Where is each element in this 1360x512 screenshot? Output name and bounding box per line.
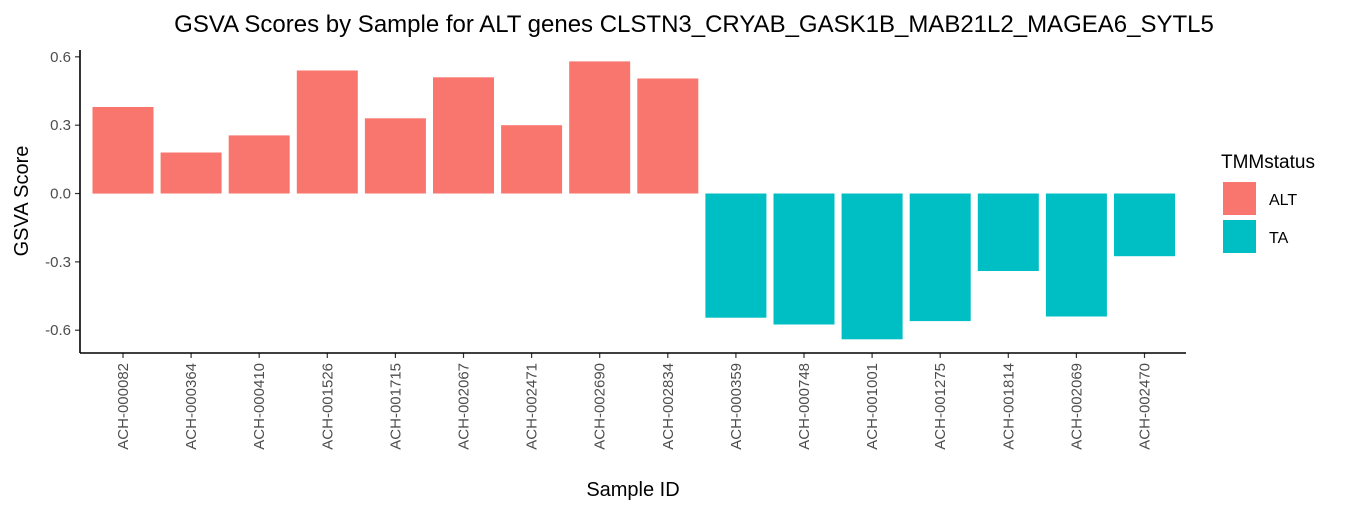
x-tick-label: ACH-001275 bbox=[932, 363, 949, 450]
y-axis-title: GSVA Score bbox=[11, 146, 33, 257]
bar-ACH-000364 bbox=[160, 152, 222, 194]
bar-ACH-000748 bbox=[773, 193, 835, 325]
bar-ACH-000410 bbox=[228, 135, 290, 194]
legend: TMMstatus ALT TA bbox=[1221, 152, 1315, 253]
bar-ACH-001814 bbox=[977, 193, 1039, 271]
bar-ACH-001715 bbox=[364, 118, 426, 194]
x-tick-label: ACH-002470 bbox=[1137, 363, 1154, 450]
x-tick-label: ACH-001526 bbox=[319, 363, 336, 450]
x-tick-label: ACH-002069 bbox=[1068, 363, 1085, 450]
y-tick-label: 0.6 bbox=[50, 49, 71, 66]
x-tick-label: ACH-002834 bbox=[660, 363, 677, 450]
legend-title: TMMstatus bbox=[1221, 152, 1315, 173]
bar-ACH-002471 bbox=[501, 125, 563, 194]
y-tick-label: 0.3 bbox=[50, 117, 71, 134]
legend-label-alt: ALT bbox=[1269, 192, 1297, 209]
bar-ACH-001526 bbox=[296, 70, 358, 194]
bar-ACH-001001 bbox=[841, 193, 903, 340]
bars-group bbox=[92, 61, 1175, 340]
bar-ACH-000082 bbox=[92, 107, 154, 194]
x-axis-ticks: ACH-000082 ACH-000364 ACH-000410 ACH-001526… bbox=[115, 353, 1154, 450]
x-tick-label: ACH-001814 bbox=[1000, 363, 1017, 450]
legend-swatch-alt bbox=[1223, 182, 1256, 215]
bar-ACH-002067 bbox=[433, 77, 494, 194]
x-tick-label: ACH-002067 bbox=[456, 363, 473, 450]
x-tick-label: ACH-002690 bbox=[592, 363, 609, 450]
x-tick-label: ACH-000082 bbox=[115, 363, 132, 450]
x-tick-label: ACH-000364 bbox=[183, 363, 200, 450]
bar-ACH-002069 bbox=[1045, 193, 1107, 317]
y-tick-label: 0.0 bbox=[50, 186, 71, 203]
x-tick-label: ACH-001001 bbox=[864, 363, 881, 450]
x-tick-label: ACH-000359 bbox=[728, 363, 745, 450]
y-tick-label: -0.6 bbox=[45, 322, 71, 339]
x-tick-label: ACH-002471 bbox=[524, 363, 541, 450]
bar-ACH-000359 bbox=[705, 193, 767, 318]
x-axis-title: Sample ID bbox=[586, 479, 679, 501]
x-tick-label: ACH-000410 bbox=[251, 363, 268, 450]
bar-ACH-002470 bbox=[1114, 193, 1175, 257]
x-tick-label: ACH-001715 bbox=[387, 363, 404, 450]
y-tick-label: -0.3 bbox=[45, 254, 71, 271]
legend-label-ta: TA bbox=[1269, 230, 1289, 247]
bar-ACH-002834 bbox=[637, 78, 699, 194]
legend-entries: ALT TA bbox=[1223, 182, 1297, 253]
bar-ACH-002690 bbox=[569, 61, 631, 194]
x-tick-label: ACH-000748 bbox=[796, 363, 813, 450]
bar-ACH-001275 bbox=[909, 193, 971, 322]
legend-swatch-ta bbox=[1223, 220, 1256, 253]
chart-title: GSVA Scores by Sample for ALT genes CLST… bbox=[174, 11, 1214, 38]
y-axis-ticks: 0.6 0.3 0.0 -0.3 -0.6 bbox=[45, 49, 80, 339]
